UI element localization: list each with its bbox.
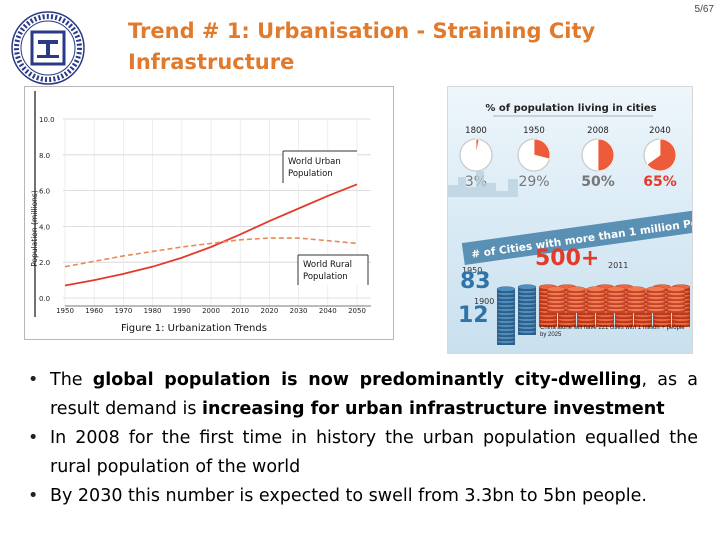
bullet-text: , as a result demand is — [50, 370, 698, 419]
x-tick-label: 2020 — [260, 307, 278, 315]
bullet-item: In 2008 for the first time in history th… — [28, 424, 698, 482]
year-2011-label: 2011 — [608, 261, 628, 270]
pie-percent-label: 65% — [643, 174, 677, 190]
pie-percent-label: 29% — [518, 174, 549, 190]
urban-callout-line-1: World Urban — [288, 157, 341, 167]
cities-1950-value: 83 — [460, 269, 491, 294]
pie-slice — [533, 138, 551, 160]
urban-callout-line-2: Population — [288, 169, 333, 179]
x-tick-label: 1970 — [114, 307, 132, 315]
urbanization-chart-figure: 0.0 2.0 4.0 6.0 8.0 10.0 1950 1960 1970 1980 1990 2… — [24, 86, 394, 340]
rural-callout-line-1: World Rural — [303, 260, 352, 270]
year-1900-label: 1900 — [474, 297, 494, 306]
year-1950-label: 1950 — [462, 266, 482, 275]
urban-callout-box — [283, 151, 357, 183]
rural-population-line — [64, 237, 358, 268]
y-tick-label: 6.0 — [39, 188, 50, 196]
x-tick-label: 1950 — [56, 307, 74, 315]
x-tick-label: 2030 — [290, 307, 308, 315]
pie-slice — [475, 138, 480, 156]
cities-banner — [461, 209, 692, 265]
cities-2011-value: 500+ — [535, 246, 599, 271]
bullet-text: By 2030 this number is expected to swell… — [50, 486, 647, 506]
y-tick-label: 4.0 — [39, 223, 50, 231]
pie-year-label: 2040 — [649, 126, 671, 136]
infographic-header: % of population living in cities — [485, 103, 656, 114]
rural-callout-line-2: Population — [303, 272, 348, 282]
bullet-emphasis: increasing for urban infrastructure inve… — [202, 399, 665, 419]
x-tick-label: 2000 — [202, 307, 220, 315]
urbanization-infographic: % of population living in cities 18003%1… — [447, 86, 693, 354]
skyline-decoration — [448, 171, 518, 197]
pie-slice — [646, 138, 677, 172]
bullet-text: The — [50, 370, 93, 390]
x-tick-label: 2050 — [348, 307, 366, 315]
y-tick-label: 10.0 — [39, 116, 55, 124]
x-tick-label: 1960 — [85, 307, 103, 315]
bullet-list: The global population is now predominant… — [28, 366, 698, 511]
y-tick-label: 8.0 — [39, 152, 50, 160]
coin-stacks — [496, 284, 691, 345]
pie-year-label: 1800 — [465, 126, 487, 136]
y-tick-label: 2.0 — [39, 259, 50, 267]
rural-callout-box — [298, 255, 368, 285]
bullet-item: By 2030 this number is expected to swell… — [28, 482, 698, 511]
x-tick-label: 2040 — [319, 307, 337, 315]
figure-caption: Figure 1: Urbanization Trends — [121, 323, 267, 334]
x-tick-label: 2010 — [231, 307, 249, 315]
pie-year-label: 2008 — [587, 126, 609, 136]
x-tick-label: 1990 — [173, 307, 191, 315]
urbanization-line-chart: 0.0 2.0 4.0 6.0 8.0 10.0 1950 1960 1970 1980 1990 2… — [30, 91, 371, 334]
y-axis-label: Population (millions) — [30, 190, 39, 267]
bullet-emphasis: global population is now predominantly c… — [92, 370, 642, 390]
cities-1900-value: 12 — [458, 303, 489, 328]
bullet-item: The global population is now predominant… — [28, 366, 698, 424]
y-tick-label: 0.0 — [39, 295, 50, 303]
organization-logo — [11, 11, 85, 85]
pie-slice — [597, 138, 615, 172]
china-footnote: China alone will have 221 cities with 1 … — [540, 325, 685, 338]
x-tick-label: 1980 — [144, 307, 162, 315]
bullet-text: In 2008 for the first time in history th… — [50, 428, 698, 477]
urban-population-line — [64, 183, 358, 287]
pie-year-label: 1950 — [523, 126, 545, 136]
pie-percent-label: 50% — [581, 174, 615, 190]
page-number: 5/67 — [694, 4, 714, 15]
slide-title: Trend # 1: Urbanisation - Straining City… — [128, 19, 596, 74]
